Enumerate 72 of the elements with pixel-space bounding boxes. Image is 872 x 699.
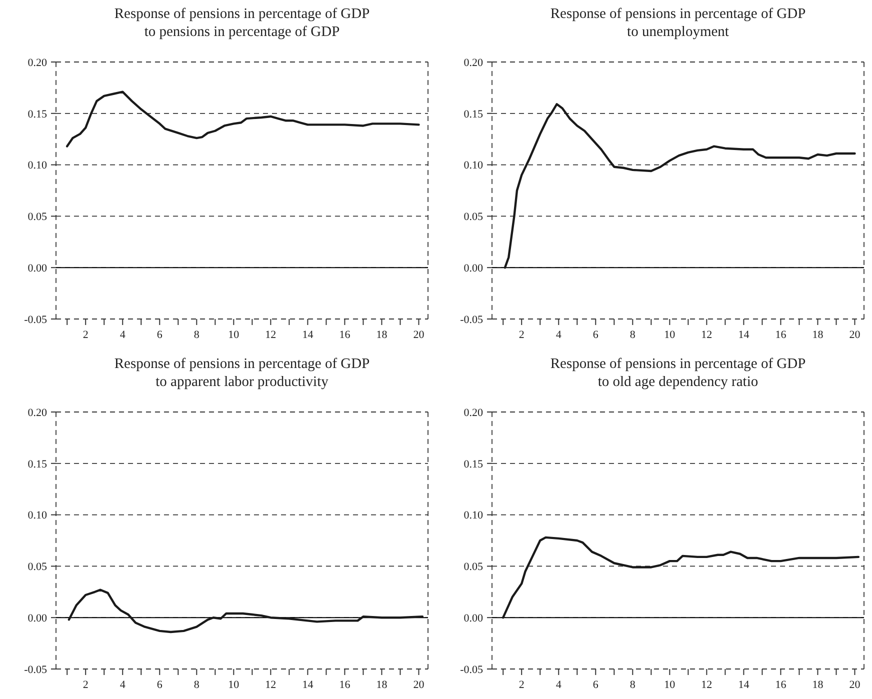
y-tick-label: 0.05 bbox=[464, 561, 484, 574]
y-tick-label: -0.05 bbox=[24, 314, 48, 326]
x-tick-label: 6 bbox=[156, 679, 163, 691]
x-tick-label: 16 bbox=[339, 679, 351, 691]
x-tick-label: 16 bbox=[775, 329, 787, 341]
line-series bbox=[504, 103, 856, 269]
x-tick-label: 8 bbox=[194, 679, 200, 691]
x-tick-label: 16 bbox=[339, 329, 351, 341]
y-tick-label: -0.05 bbox=[460, 314, 484, 326]
y-tick-label: 0.10 bbox=[28, 510, 48, 522]
y-tick-label: 0.05 bbox=[28, 561, 48, 574]
x-tick-label: 18 bbox=[812, 679, 824, 691]
y-tick-label: 0.15 bbox=[464, 458, 484, 470]
x-tick-label: 14 bbox=[738, 679, 750, 691]
y-tick-label: 0.15 bbox=[28, 458, 48, 470]
y-tick-label: 0.15 bbox=[464, 108, 484, 120]
chart-title: Response of pensions in percentage of GDP to apparent labor productivity bbox=[114, 356, 370, 390]
y-tick-label: 0.00 bbox=[464, 612, 484, 624]
x-tick-label: 4 bbox=[556, 679, 562, 691]
x-tick-label: 14 bbox=[738, 329, 750, 341]
x-tick-label: 18 bbox=[376, 679, 388, 691]
y-tick-label: 0.20 bbox=[464, 406, 484, 419]
x-tick-label: 16 bbox=[775, 679, 787, 691]
x-tick-label: 18 bbox=[376, 329, 388, 341]
x-tick-label: 20 bbox=[413, 679, 425, 691]
x-tick-label: 10 bbox=[228, 679, 240, 691]
y-tick-label: 0.00 bbox=[28, 262, 48, 274]
x-tick-label: 20 bbox=[849, 329, 861, 341]
x-tick-label: 6 bbox=[156, 329, 163, 341]
x-tick-label: 18 bbox=[812, 329, 824, 341]
x-tick-label: 12 bbox=[701, 329, 712, 341]
line-series bbox=[68, 588, 424, 634]
x-tick-label: 12 bbox=[701, 679, 712, 691]
y-tick-label: -0.05 bbox=[460, 664, 484, 676]
x-tick-label: 2 bbox=[518, 679, 524, 691]
x-tick-label: 2 bbox=[518, 329, 524, 341]
x-tick-label: 8 bbox=[630, 679, 636, 691]
line-series bbox=[66, 90, 420, 148]
y-tick-label: 0.05 bbox=[28, 211, 48, 224]
y-tick-label: 0.15 bbox=[28, 108, 48, 120]
y-tick-label: 0.10 bbox=[28, 160, 48, 172]
x-tick-label: 8 bbox=[194, 329, 200, 341]
x-tick-label: 4 bbox=[120, 679, 126, 691]
x-tick-label: 10 bbox=[664, 329, 676, 341]
x-tick-label: 2 bbox=[82, 329, 88, 341]
x-tick-label: 6 bbox=[592, 329, 599, 341]
x-tick-label: 20 bbox=[849, 679, 861, 691]
x-tick-label: 14 bbox=[302, 679, 314, 691]
line-series bbox=[502, 536, 860, 619]
y-tick-label: 0.20 bbox=[28, 56, 48, 69]
y-tick-label: -0.05 bbox=[24, 664, 48, 676]
x-tick-label: 4 bbox=[556, 329, 562, 341]
y-tick-label: 0.20 bbox=[28, 406, 48, 419]
y-tick-label: 0.20 bbox=[464, 56, 484, 69]
y-tick-label: 0.00 bbox=[28, 612, 48, 624]
y-tick-label: 0.05 bbox=[464, 211, 484, 224]
chart-title: Response of pensions in percentage of GDP to pensions in percentage of GDP bbox=[114, 6, 370, 40]
x-tick-label: 2 bbox=[82, 679, 88, 691]
x-tick-label: 20 bbox=[413, 329, 425, 341]
y-tick-label: 0.10 bbox=[464, 160, 484, 172]
x-tick-label: 12 bbox=[265, 329, 276, 341]
x-tick-label: 4 bbox=[120, 329, 126, 341]
x-tick-label: 12 bbox=[265, 679, 276, 691]
x-tick-label: 10 bbox=[228, 329, 240, 341]
x-tick-label: 10 bbox=[664, 679, 676, 691]
chart-title: Response of pensions in percentage of GDP to unemployment bbox=[550, 6, 806, 40]
x-tick-label: 6 bbox=[592, 679, 599, 691]
y-tick-label: 0.10 bbox=[464, 510, 484, 522]
chart-title: Response of pensions in percentage of GDP to old age dependency ratio bbox=[550, 356, 806, 390]
x-tick-label: 8 bbox=[630, 329, 636, 341]
x-tick-label: 14 bbox=[302, 329, 314, 341]
y-tick-label: 0.00 bbox=[464, 262, 484, 274]
